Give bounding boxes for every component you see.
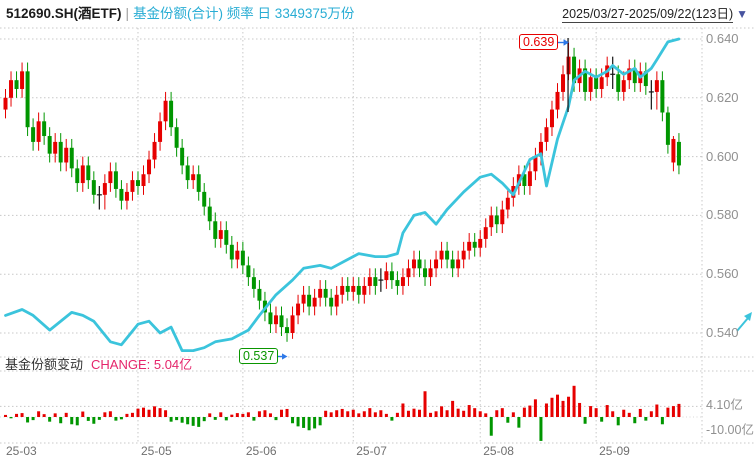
date-tick-label: 25-07 xyxy=(356,444,387,458)
date-tick-label: 25-08 xyxy=(483,444,514,458)
share-change-value: CHANGE: 5.04亿 xyxy=(91,357,193,372)
price-tick-label: 0.580 xyxy=(706,207,739,223)
low-price-annotation: 0.537 xyxy=(239,348,279,364)
sub-axis-lower-label: -10.00亿 xyxy=(706,423,754,437)
header-separator: | xyxy=(125,6,130,21)
sub-axis-upper-label: 4.10亿 xyxy=(706,398,743,412)
sub-panel-header: 基金份额变动 CHANGE: 5.04亿 xyxy=(5,358,192,372)
date-tick-label: 25-09 xyxy=(599,444,630,458)
price-tick-label: 0.540 xyxy=(706,325,739,340)
date-tick-label: 25-03 xyxy=(6,444,37,458)
date-range-control: 2025/03/27-2025/09/22(123日) ▼ xyxy=(562,4,748,24)
share-change-title: 基金份额变动 xyxy=(5,357,84,372)
price-tick-label: 0.560 xyxy=(706,266,739,282)
price-tick-label: 0.600 xyxy=(706,148,739,164)
date-tick-label: 25-05 xyxy=(140,444,172,458)
date-tick-label: 25-06 xyxy=(245,444,277,458)
dropdown-caret-icon[interactable]: ▼ xyxy=(736,7,748,21)
price-tick-label: 0.620 xyxy=(706,89,739,105)
series-info-label: 基金份额(合计) 频率 日 3349375万份 xyxy=(133,6,355,21)
instrument-code: 512690.SH(酒ETF) xyxy=(6,6,122,21)
date-range-link[interactable]: 2025/03/27-2025/09/22(123日) xyxy=(562,7,734,23)
chart-header: 512690.SH(酒ETF) | 基金份额(合计) 频率 日 3349375万份 xyxy=(6,4,354,24)
price-tick-label: 0.640 xyxy=(706,31,739,46)
high-price-annotation: 0.639 xyxy=(519,34,559,50)
